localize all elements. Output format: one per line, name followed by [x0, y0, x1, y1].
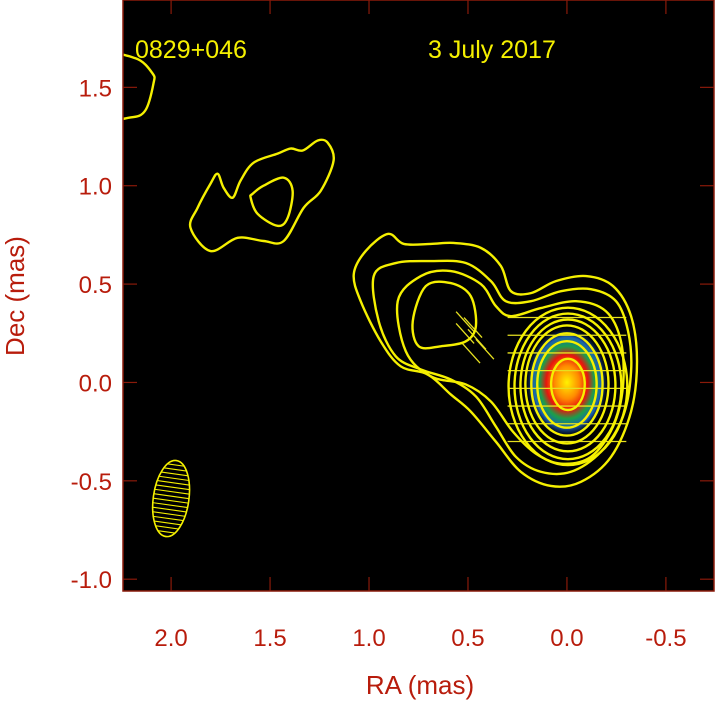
- beam-hatch-line: [151, 510, 187, 518]
- core-contour: [524, 324, 610, 445]
- beam-hatch-line: [155, 479, 192, 486]
- polarization-vector: [461, 342, 481, 364]
- core-contour: [530, 332, 604, 437]
- date-label: 3 July 2017: [428, 36, 556, 64]
- polarization-vector: [463, 317, 483, 338]
- x-tick-label: 1.5: [253, 625, 286, 652]
- x-tick-label: 0.0: [550, 625, 583, 652]
- polarization-vector: [467, 328, 487, 350]
- core-contour: [549, 357, 586, 412]
- plot-area: [123, 0, 714, 591]
- x-tick-label: 1.0: [352, 625, 385, 652]
- beam-hatch-line: [149, 519, 186, 526]
- plot-frame: [122, 0, 715, 592]
- y-tick-label: 0.5: [79, 272, 112, 299]
- beam-hatch-line: [153, 493, 190, 500]
- y-tick-label: 1.0: [79, 174, 112, 201]
- x-tick-label: 0.5: [451, 625, 484, 652]
- core-contour: [519, 318, 617, 453]
- beam-hatch-line: [156, 470, 193, 477]
- core-contour: [507, 306, 629, 467]
- beam-hatch-line: [154, 484, 191, 491]
- x-tick-label: -0.5: [645, 625, 686, 652]
- y-tick-label: 0.0: [79, 370, 112, 397]
- contour-level-1: [352, 232, 639, 488]
- polarization-vector: [475, 338, 495, 360]
- beam-hatch-line: [152, 502, 188, 509]
- y-axis-title: Dec (mas): [0, 236, 30, 356]
- beam-hatch-line: [150, 515, 187, 522]
- beam-hatch-line: [153, 497, 189, 504]
- core-contour: [513, 312, 623, 461]
- y-tick-label: -1.0: [71, 567, 112, 594]
- core-contour: [536, 339, 598, 429]
- contour-level-2: [371, 259, 633, 476]
- beam-hatch-line: [154, 488, 190, 495]
- x-axis-title: RA (mas): [366, 670, 474, 700]
- beam-outline: [151, 459, 191, 538]
- polarization-vector: [455, 323, 475, 344]
- beam-hatch-line: [151, 506, 188, 513]
- polarization-vector: [455, 311, 475, 333]
- contour-edge-blob: [123, 53, 156, 121]
- y-tick-label: 1.5: [79, 75, 112, 102]
- source-label: 0829+046: [135, 36, 247, 64]
- contour-level-4-jet: [411, 280, 478, 350]
- beam-hatch-line: [156, 475, 192, 482]
- contour-level-3: [395, 269, 625, 466]
- y-tick-label: -0.5: [71, 469, 112, 496]
- contour-knot-outer: [188, 138, 335, 253]
- x-tick-label: 2.0: [154, 625, 187, 652]
- contour-knot-inner: [249, 176, 294, 228]
